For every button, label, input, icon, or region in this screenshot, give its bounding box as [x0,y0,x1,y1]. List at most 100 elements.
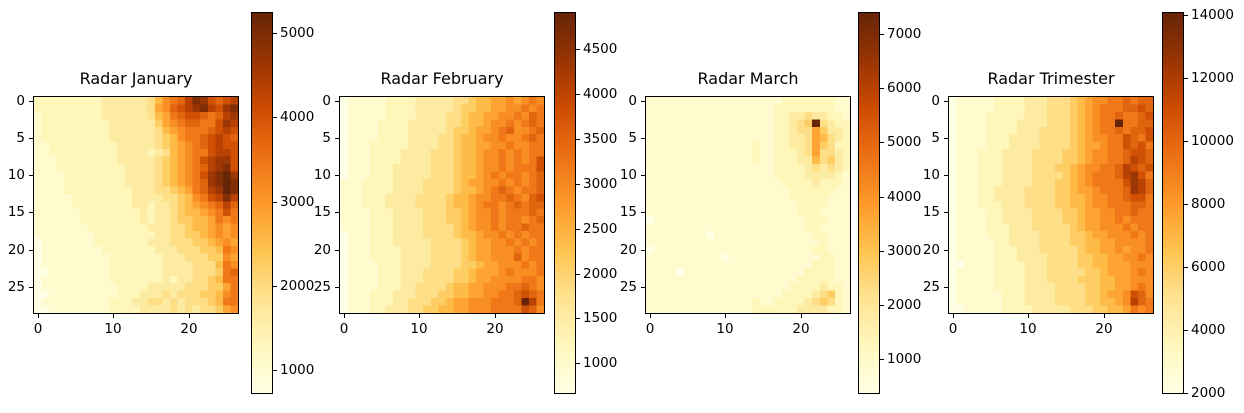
colorbar-tick-label: 2000 [583,266,618,282]
panel-title-trimester: Radar Trimester [987,69,1115,88]
y-tick-mark [29,212,33,213]
x-tick-label: 0 [948,321,958,337]
y-tick-label: 10 [7,167,25,183]
x-tick-label: 10 [716,321,734,337]
heatmap-radar-february [340,97,544,313]
y-tick-label: 0 [628,93,637,109]
x-tick-label: 20 [180,321,198,337]
colorbar-tick-label: 5000 [280,25,315,41]
heatmap-radar-january [34,97,238,313]
y-tick-mark [335,175,339,176]
colorbar-tick-label: 3000 [280,194,315,210]
y-tick-mark [944,250,948,251]
colorbar-tick-label: 3000 [887,243,922,259]
y-tick-mark [29,287,33,288]
colorbar-tick-mark [273,117,277,118]
panel-title-march: Radar March [697,69,799,88]
colorbar-tick-mark [1184,204,1188,205]
x-tick-mark [953,314,954,318]
colorbar-tick-label: 4000 [887,189,922,205]
x-tick-label: 20 [792,321,810,337]
y-tick-mark [29,175,33,176]
y-tick-label: 15 [313,204,331,220]
x-tick-mark [650,314,651,318]
x-tick-mark [189,314,190,318]
y-tick-label: 25 [619,279,637,295]
heatmap-frame [948,96,1154,314]
colorbar [858,12,880,394]
colorbar-tick-mark [576,229,580,230]
y-tick-label: 5 [931,130,940,146]
colorbar-tick-label: 3500 [583,131,618,147]
colorbar-tick-mark [576,184,580,185]
colorbar-tick-label: 10000 [1191,133,1234,149]
colorbar [1162,12,1184,394]
colorbar-tick-label: 1500 [583,310,618,326]
colorbar-tick-label: 4000 [280,109,315,125]
y-tick-mark [29,250,33,251]
colorbar-tick-mark [1184,393,1188,394]
y-tick-label: 20 [313,242,331,258]
colorbar-tick-mark [880,359,884,360]
y-tick-label: 0 [322,93,331,109]
y-tick-mark [641,250,645,251]
y-tick-mark [641,287,645,288]
y-tick-mark [29,101,33,102]
y-tick-label: 5 [322,130,331,146]
colorbar-tick-mark [576,274,580,275]
y-tick-label: 0 [16,93,25,109]
colorbar-tick-mark [273,202,277,203]
colorbar-tick-mark [880,251,884,252]
x-tick-mark [495,314,496,318]
x-tick-label: 10 [104,321,122,337]
colorbar-tick-mark [880,197,884,198]
colorbar-tick-mark [273,33,277,34]
y-tick-label: 20 [922,242,940,258]
y-tick-label: 0 [931,93,940,109]
y-tick-label: 10 [313,167,331,183]
colorbar-tick-mark [880,305,884,306]
colorbar-tick-label: 12000 [1191,70,1234,86]
y-tick-mark [641,175,645,176]
y-tick-label: 15 [619,204,637,220]
y-tick-mark [335,212,339,213]
y-tick-label: 5 [16,130,25,146]
x-tick-mark [113,314,114,318]
y-tick-mark [944,138,948,139]
x-tick-label: 0 [339,321,349,337]
colorbar-tick-mark [880,142,884,143]
y-tick-mark [335,138,339,139]
y-tick-mark [641,212,645,213]
colorbar-tick-mark [1184,330,1188,331]
panel-title-january: Radar January [79,69,193,88]
colorbar-tick-label: 2000 [1191,385,1226,401]
heatmap-frame [645,96,851,314]
colorbar-tick-label: 2000 [280,278,315,294]
colorbar-tick-label: 2500 [583,221,618,237]
heatmap-frame [33,96,239,314]
y-tick-mark [641,138,645,139]
x-tick-label: 0 [33,321,43,337]
y-tick-label: 20 [7,242,25,258]
x-tick-mark [419,314,420,318]
colorbar-tick-mark [576,94,580,95]
colorbar-tick-mark [880,34,884,35]
panel-title-february: Radar February [380,69,504,88]
x-tick-label: 0 [645,321,655,337]
y-tick-mark [944,287,948,288]
y-tick-mark [335,287,339,288]
colorbar-tick-label: 1000 [887,351,922,367]
x-tick-mark [1028,314,1029,318]
colorbar-tick-mark [576,49,580,50]
heatmap-radar-trimester [949,97,1153,313]
heatmap-frame [339,96,545,314]
colorbar-tick-mark [576,363,580,364]
y-tick-label: 10 [922,167,940,183]
colorbar-tick-mark [1184,267,1188,268]
x-tick-label: 10 [1019,321,1037,337]
y-tick-mark [335,250,339,251]
colorbar-tick-mark [880,88,884,89]
y-tick-mark [944,101,948,102]
colorbar-tick-label: 14000 [1191,7,1234,23]
